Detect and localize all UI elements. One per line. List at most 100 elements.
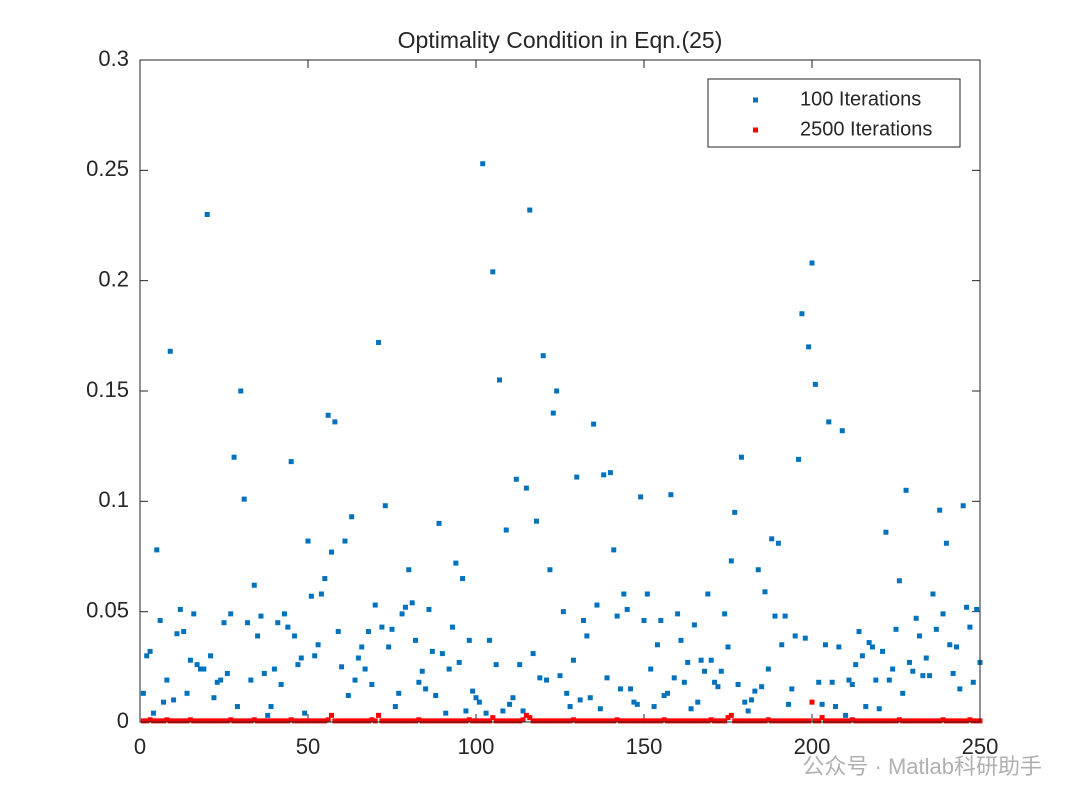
data-point — [480, 718, 486, 724]
data-point — [651, 704, 657, 710]
data-point — [950, 718, 956, 724]
data-point — [544, 718, 550, 724]
data-point — [890, 718, 896, 724]
data-point — [859, 653, 865, 659]
data-point — [231, 718, 237, 724]
data-point — [964, 604, 970, 610]
data-point — [228, 717, 234, 723]
data-point — [792, 633, 798, 639]
data-point — [685, 718, 691, 724]
data-point — [624, 718, 630, 724]
data-point — [900, 690, 906, 696]
data-point — [765, 666, 771, 672]
data-point — [140, 718, 146, 724]
legend-label: 100 Iterations — [800, 88, 921, 110]
data-point — [688, 706, 694, 712]
data-point — [379, 624, 385, 630]
data-point — [685, 659, 691, 665]
data-point — [718, 668, 724, 674]
data-point — [691, 718, 697, 724]
data-point — [604, 675, 610, 681]
data-point — [974, 718, 980, 724]
data-point — [856, 629, 862, 635]
data-point — [923, 718, 929, 724]
data-point — [822, 642, 828, 648]
data-point — [658, 617, 664, 623]
data-point — [648, 718, 654, 724]
data-point — [399, 611, 405, 617]
data-point — [221, 620, 227, 626]
data-point — [463, 718, 469, 724]
data-point — [880, 648, 886, 654]
data-point — [224, 718, 230, 724]
data-point — [644, 718, 650, 724]
data-point — [174, 718, 180, 724]
data-point — [271, 666, 277, 672]
data-point — [315, 718, 321, 724]
data-point — [150, 718, 156, 724]
data-point — [483, 710, 489, 716]
data-point — [671, 675, 677, 681]
data-point — [829, 718, 835, 724]
data-point — [621, 718, 627, 724]
data-point — [154, 547, 160, 553]
data-point — [218, 718, 224, 724]
data-point — [557, 718, 563, 724]
data-point — [281, 718, 287, 724]
data-point — [581, 718, 587, 724]
data-point — [738, 718, 744, 724]
data-point — [910, 668, 916, 674]
data-point — [342, 538, 348, 544]
data-point — [305, 538, 311, 544]
data-point — [624, 606, 630, 612]
data-point — [722, 718, 728, 724]
data-point — [705, 718, 711, 724]
data-point — [325, 412, 331, 418]
data-point — [782, 718, 788, 724]
data-point — [245, 620, 251, 626]
data-point — [234, 704, 240, 710]
data-point — [732, 718, 738, 724]
data-point — [880, 718, 886, 724]
data-point — [466, 637, 472, 643]
data-point — [362, 718, 368, 724]
data-point — [513, 718, 519, 724]
data-point — [456, 718, 462, 724]
data-point — [308, 593, 314, 599]
data-point — [671, 718, 677, 724]
data-point — [429, 718, 435, 724]
data-point — [775, 718, 781, 724]
data-point — [728, 712, 734, 718]
data-point — [503, 718, 509, 724]
data-point — [584, 633, 590, 639]
data-point — [923, 655, 929, 661]
data-point — [382, 718, 388, 724]
data-point — [413, 637, 419, 643]
data-point — [701, 668, 707, 674]
data-point — [665, 718, 671, 724]
data-point — [698, 718, 704, 724]
data-point — [211, 718, 217, 724]
data-point — [614, 717, 620, 723]
data-point — [745, 708, 751, 714]
data-point — [352, 677, 358, 683]
data-point — [792, 718, 798, 724]
data-point — [359, 718, 365, 724]
data-point — [594, 602, 600, 608]
data-point — [762, 718, 768, 724]
data-point — [796, 456, 802, 462]
data-point — [849, 717, 855, 723]
data-point — [258, 718, 264, 724]
data-point — [843, 712, 849, 718]
data-point — [675, 718, 681, 724]
data-point — [365, 629, 371, 635]
data-point — [423, 718, 429, 724]
x-tick-label: 50 — [296, 734, 320, 759]
data-point — [675, 611, 681, 617]
plot-frame — [139, 59, 981, 723]
data-point — [332, 718, 338, 724]
data-point — [241, 718, 247, 724]
data-point — [221, 718, 227, 724]
data-point — [433, 693, 439, 699]
